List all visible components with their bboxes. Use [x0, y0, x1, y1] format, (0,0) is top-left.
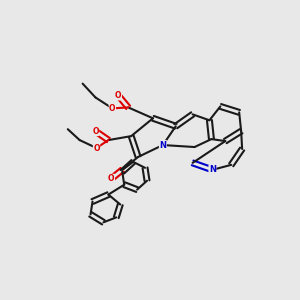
Text: O: O — [109, 104, 116, 113]
Text: O: O — [93, 143, 100, 152]
Text: N: N — [159, 140, 167, 149]
Text: N: N — [209, 165, 216, 174]
Text: O: O — [115, 91, 122, 100]
Text: O: O — [108, 174, 115, 183]
Text: O: O — [92, 127, 99, 136]
